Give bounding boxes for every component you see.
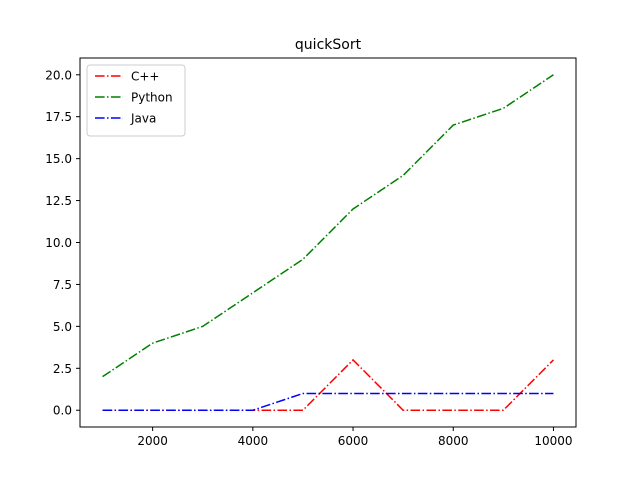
y-tick-label: 5.0 xyxy=(53,320,72,334)
series-layer xyxy=(102,74,554,411)
series-line-c- xyxy=(102,358,554,411)
series-line-java xyxy=(102,392,554,411)
legend-label: C++ xyxy=(131,70,160,84)
y-tick-label: 20.0 xyxy=(45,68,72,82)
y-tick-label: 15.0 xyxy=(45,152,72,166)
y-tick-label: 7.5 xyxy=(53,278,72,292)
y-tick-label: 10.0 xyxy=(45,236,72,250)
y-tick-label: 2.5 xyxy=(53,362,72,376)
legend: C++ Python Java xyxy=(86,64,186,137)
x-tick-label: 10000 xyxy=(534,434,572,448)
y-tick-label: 12.5 xyxy=(45,194,72,208)
chart-title: quickSort xyxy=(295,37,362,53)
series-line-python xyxy=(102,74,554,378)
x-tick-label: 6000 xyxy=(338,434,369,448)
legend-label: Java xyxy=(130,112,156,126)
x-axis: 2000 4000 6000 8000 10000 xyxy=(137,427,573,448)
y-tick-label: 17.5 xyxy=(45,110,72,124)
x-tick-label: 2000 xyxy=(137,434,168,448)
x-tick-label: 4000 xyxy=(238,434,269,448)
legend-label: Python xyxy=(131,91,173,105)
y-tick-label: 0.0 xyxy=(53,404,72,418)
y-axis: 0.0 2.5 5.0 7.5 10.0 12.5 15.0 17.5 20.0 xyxy=(45,68,80,418)
x-tick-label: 8000 xyxy=(438,434,469,448)
